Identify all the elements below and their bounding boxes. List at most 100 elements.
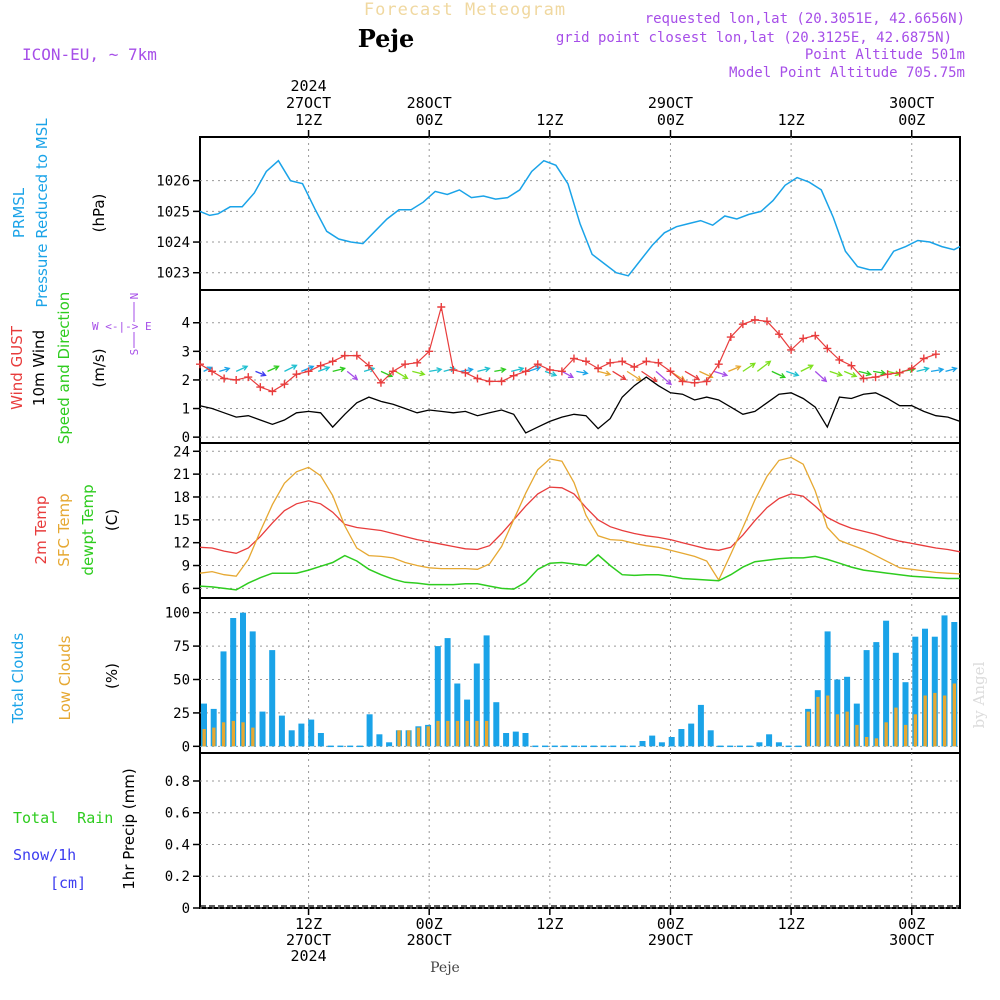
wind-arrow-4 bbox=[267, 365, 280, 372]
total-cloud-bar-76 bbox=[941, 615, 948, 747]
top-tick-label-0-2: 12Z bbox=[295, 111, 322, 129]
ytick-label-wind-0: 0 bbox=[182, 430, 190, 446]
gust-marker-45 bbox=[738, 320, 747, 329]
gust-marker-19 bbox=[425, 347, 434, 356]
low-cloud-bar-75 bbox=[933, 692, 937, 747]
wind-arrow-2 bbox=[235, 365, 249, 372]
total-cloud-bar-57 bbox=[756, 742, 763, 747]
wind-arrow-40 bbox=[829, 370, 843, 377]
low-cloud-bar-68 bbox=[865, 737, 869, 747]
ytick-label-precip-1: 0.2 bbox=[165, 869, 190, 885]
precip-label-snow: Snow/1h bbox=[13, 846, 76, 864]
wind-arrow-41 bbox=[843, 370, 858, 378]
total-cloud-bar-25 bbox=[444, 638, 451, 747]
ytick-label-temperature-4: 18 bbox=[173, 490, 190, 506]
wind-arrow-23 bbox=[576, 369, 589, 376]
low-cloud-bar-5 bbox=[251, 727, 255, 747]
bottom-tick-label-3-1: 29OCT bbox=[648, 931, 693, 949]
wind-arrow-37 bbox=[786, 370, 800, 377]
wind-arrow-18 bbox=[494, 367, 507, 374]
ytick-label-precip-3: 0.6 bbox=[165, 806, 190, 822]
ytick-label-precip-0: 0 bbox=[182, 901, 190, 917]
gust-marker-16 bbox=[389, 367, 398, 376]
precip-label-rain: Total Rain bbox=[13, 809, 113, 827]
ytick-label-clouds-4: 100 bbox=[165, 606, 190, 622]
gust-marker-17 bbox=[401, 360, 410, 369]
total-cloud-bar-31 bbox=[503, 733, 510, 747]
total-cloud-bar-2 bbox=[220, 651, 227, 747]
total-cloud-bar-11 bbox=[308, 719, 315, 747]
clouds-grid bbox=[200, 598, 960, 753]
gust-marker-15 bbox=[376, 378, 385, 387]
pressure-panel: 1023 1024 1025 1026 PRMSL Pressure Reduced … bbox=[10, 118, 961, 308]
temp-label-dewpt: dewpt Temp bbox=[79, 484, 97, 575]
ytick-label-pressure-2: 1025 bbox=[156, 204, 190, 220]
total-cloud-bar-45 bbox=[639, 741, 646, 747]
ytick-label-wind-3: 3 bbox=[182, 344, 190, 360]
requested-coords: requested lon,lat (20.3051E, 42.6656N) bbox=[645, 11, 965, 27]
wind-arrow-27 bbox=[641, 370, 658, 383]
wind-arrow-25 bbox=[612, 370, 627, 381]
gust-marker-4 bbox=[244, 373, 253, 382]
ytick-label-precip-2: 0.4 bbox=[165, 837, 190, 853]
bottom-tick-label-5-0: 00Z bbox=[898, 915, 925, 933]
sfc-temp-line bbox=[199, 456, 961, 582]
wind-arrow-1 bbox=[219, 366, 231, 373]
wind-arrow-19 bbox=[511, 366, 525, 373]
ytick-label-clouds-1: 25 bbox=[173, 706, 190, 722]
top-tick-label-0-0: 2024 bbox=[291, 77, 327, 95]
low-cloud-bar-0 bbox=[202, 729, 206, 747]
total-cloud-bar-51 bbox=[697, 704, 704, 747]
wind-arrow-43 bbox=[873, 369, 887, 376]
compass-west-east: W <-|-> E bbox=[92, 320, 152, 333]
gust-marker-14 bbox=[364, 361, 373, 370]
gust-marker-18 bbox=[413, 358, 422, 367]
low-cloud-bar-21 bbox=[407, 730, 411, 747]
total-cloud-bar-47 bbox=[658, 742, 665, 747]
low-cloud-bar-23 bbox=[426, 726, 430, 747]
top-tick-label-1-1: 00Z bbox=[416, 111, 443, 129]
wind-label-gust: Wind GUST bbox=[8, 325, 26, 410]
total-cloud-bar-6 bbox=[259, 711, 266, 747]
clouds-unit: (%) bbox=[103, 663, 121, 689]
gust-marker-54 bbox=[847, 361, 856, 370]
total-cloud-bar-24 bbox=[434, 646, 441, 747]
wind-arrow-5 bbox=[284, 364, 298, 372]
point-altitude: Point Altitude 501m bbox=[805, 47, 965, 63]
low-cloud-bar-24 bbox=[436, 720, 440, 747]
pressure-line bbox=[199, 159, 961, 277]
ytick-label-temperature-1: 9 bbox=[182, 559, 190, 575]
low-cloud-bar-3 bbox=[231, 720, 235, 747]
wind-arrow-35 bbox=[756, 360, 772, 372]
total-cloud-bar-29 bbox=[483, 635, 490, 747]
wind-unit: (m/s) bbox=[90, 348, 108, 387]
top-tick-label-4-0: 12Z bbox=[778, 111, 805, 129]
gust-marker-26 bbox=[509, 371, 518, 380]
gust-marker-5 bbox=[256, 383, 265, 392]
total-cloud-bar-52 bbox=[707, 730, 714, 747]
gust-marker-24 bbox=[485, 377, 494, 386]
gust-marker-47 bbox=[762, 317, 771, 326]
top-tick-label-5-1: 00Z bbox=[898, 111, 925, 129]
ytick-label-clouds-0: 0 bbox=[182, 739, 190, 755]
gust-marker-56 bbox=[871, 373, 880, 382]
bottom-tick-label-0-1: 27OCT bbox=[286, 931, 331, 949]
ytick-label-wind-4: 4 bbox=[182, 316, 190, 332]
bottom-tick-label-1-1: 28OCT bbox=[407, 931, 452, 949]
top-tick-label-3-0: 29OCT bbox=[648, 94, 693, 112]
gust-marker-25 bbox=[497, 377, 506, 386]
gust-marker-33 bbox=[594, 364, 603, 373]
pressure-unit: (hPa) bbox=[90, 194, 108, 233]
total-cloud-bar-69 bbox=[873, 642, 880, 747]
low-cloud-bar-70 bbox=[884, 722, 888, 747]
bottom-tick-label-4-0: 12Z bbox=[778, 915, 805, 933]
ytick-label-temperature-3: 15 bbox=[173, 513, 190, 529]
precip-panel: 0 0.2 0.4 0.6 0.8 Total Rain Snow/1h [cm] 1h… bbox=[13, 752, 961, 917]
wind-grid bbox=[200, 290, 960, 443]
wind-label-10m: 10m Wind bbox=[30, 330, 48, 406]
total-cloud-bar-19 bbox=[386, 742, 393, 747]
total-cloud-bar-17 bbox=[366, 714, 373, 747]
footer-location: Peje bbox=[430, 960, 460, 976]
total-cloud-bar-70 bbox=[883, 620, 890, 747]
